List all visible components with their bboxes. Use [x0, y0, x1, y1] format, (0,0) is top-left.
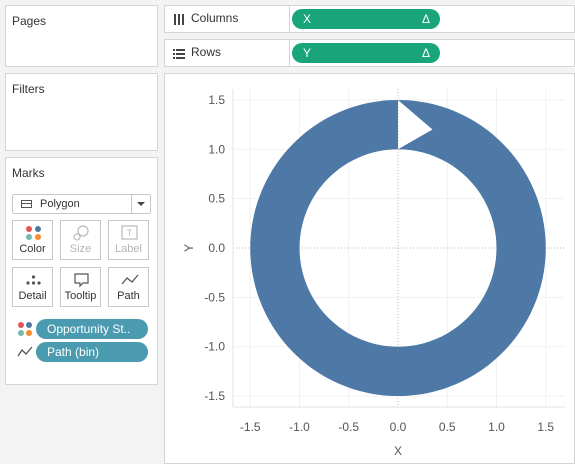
y-tick-label: -1.0 — [204, 340, 225, 354]
label-button-label: Label — [115, 243, 142, 255]
y-pill[interactable]: Y Δ — [292, 43, 440, 63]
x-tick-label: 0.5 — [439, 420, 456, 434]
opportunity-stage-pill-label: Opportunity St.. — [47, 322, 131, 336]
path-button[interactable]: Path — [108, 267, 149, 307]
shelf-divider — [289, 40, 290, 66]
y-tick-label: 1.5 — [208, 93, 225, 107]
columns-label: Columns — [191, 11, 239, 25]
x-tick-label: -1.0 — [289, 420, 310, 434]
tooltip-icon — [74, 273, 89, 288]
color-dots-icon — [26, 226, 41, 240]
detail-dots-icon — [26, 275, 41, 285]
path-icon — [121, 274, 139, 285]
y-tick-label: -0.5 — [204, 290, 225, 304]
color-button-label: Color — [19, 243, 46, 255]
rows-shelf[interactable]: Rows Y Δ — [164, 39, 575, 67]
columns-icon — [174, 14, 184, 25]
filters-card[interactable]: Filters — [5, 73, 158, 151]
pages-card[interactable]: Pages — [5, 5, 158, 67]
x-tick-label: 0.0 — [390, 420, 407, 434]
tooltip-button[interactable]: Tooltip — [60, 267, 101, 307]
detail-button-label: Detail — [18, 290, 47, 302]
polygon-mark-icon — [21, 200, 32, 208]
size-button[interactable]: Size — [60, 220, 101, 260]
rows-label: Rows — [191, 45, 222, 59]
x-pill[interactable]: X Δ — [292, 9, 440, 29]
x-tick-label: -0.5 — [338, 420, 359, 434]
tooltip-button-label: Tooltip — [64, 290, 97, 302]
y-tick-label: 0.0 — [208, 241, 225, 255]
opportunity-stage-pill[interactable]: Opportunity St.. — [36, 319, 148, 339]
y-pill-label: Y — [303, 46, 312, 60]
chart-view[interactable]: 1.5 1.0 0.5 0.0 -0.5 -1.0 -1.5 -1.5 -1.0 -0.5 0.0 0… — [164, 73, 575, 464]
color-button[interactable]: Color — [12, 220, 53, 260]
columns-shelf[interactable]: Columns X Δ — [164, 5, 575, 33]
pages-title: Pages — [12, 14, 47, 28]
size-button-label: Size — [69, 243, 92, 255]
rows-icon — [173, 49, 185, 59]
path-button-label: Path — [117, 290, 140, 302]
y-tick-label: 1.0 — [208, 142, 225, 156]
color-dots-icon — [18, 322, 32, 336]
size-icon — [73, 225, 89, 241]
label-icon: T — [121, 225, 138, 240]
mark-type-dropdown[interactable]: Polygon — [12, 194, 151, 214]
path-icon — [17, 346, 33, 357]
y-axis-title: Y — [182, 244, 196, 252]
label-button[interactable]: T Label — [108, 220, 149, 260]
marks-card: Marks Polygon Color Size T Label Detail — [5, 157, 158, 385]
svg-text:T: T — [127, 228, 133, 238]
y-tick-label: 0.5 — [208, 192, 225, 206]
y-tick-label: -1.5 — [204, 389, 225, 403]
ring-polygon-mark — [250, 99, 546, 397]
mark-type-label: Polygon — [40, 198, 80, 210]
x-tick-label: 1.0 — [488, 420, 505, 434]
x-pill-label: X — [303, 12, 312, 26]
marks-title: Marks — [12, 166, 45, 180]
shelf-divider — [289, 6, 290, 32]
filters-title: Filters — [12, 82, 45, 96]
path-bin-pill-label: Path (bin) — [47, 345, 100, 359]
x-tick-label: -1.5 — [240, 420, 261, 434]
x-axis-title: X — [394, 444, 402, 458]
x-tick-label: 1.5 — [537, 420, 554, 434]
delta-icon: Δ — [421, 46, 430, 60]
detail-button[interactable]: Detail — [12, 267, 53, 307]
chart-canvas[interactable]: 1.5 1.0 0.5 0.0 -0.5 -1.0 -1.5 -1.5 -1.0 -0.5 0.0 0… — [165, 74, 574, 463]
path-bin-pill[interactable]: Path (bin) — [36, 342, 148, 362]
delta-icon: Δ — [421, 12, 430, 26]
chevron-down-icon[interactable] — [131, 195, 150, 213]
